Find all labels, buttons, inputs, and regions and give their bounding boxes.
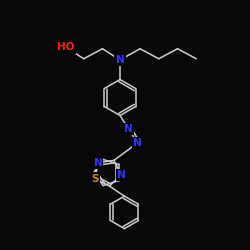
Text: N: N (116, 55, 124, 65)
Text: HO: HO (58, 42, 75, 52)
Text: N: N (124, 124, 133, 134)
Text: N: N (133, 138, 142, 148)
Text: N: N (117, 170, 126, 180)
Text: N: N (94, 158, 102, 168)
Text: S: S (92, 174, 99, 184)
